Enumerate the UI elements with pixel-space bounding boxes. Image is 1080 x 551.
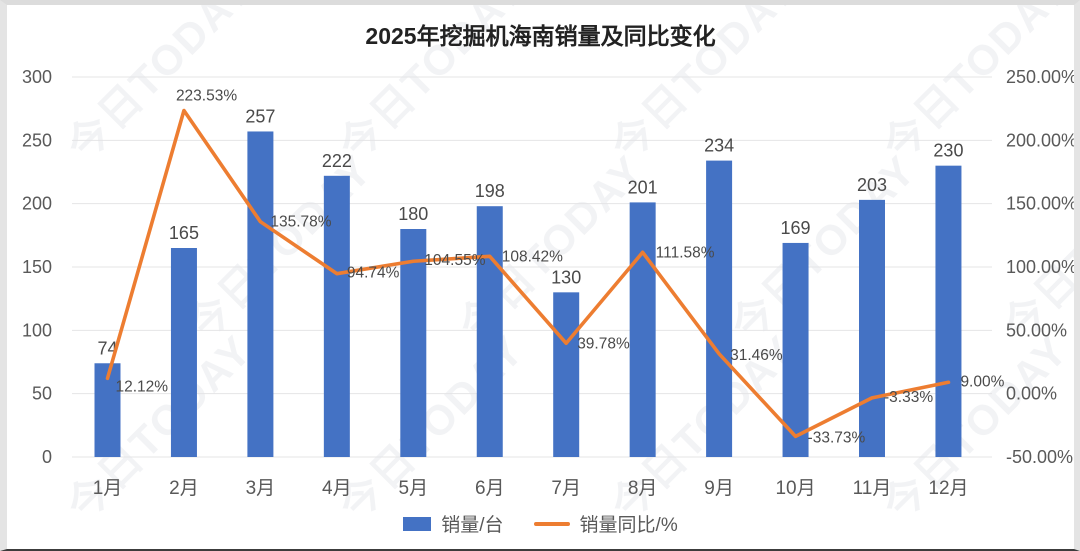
left-axis-tick: 0 [42,447,52,467]
x-axis-label: 3月 [246,478,276,499]
line-value-label: 223.53% [176,88,237,105]
x-axis-label: 8月 [628,478,658,499]
left-axis-tick: 300 [22,67,52,87]
left-axis-tick: 200 [22,194,52,214]
line-value-label: 39.78% [577,335,630,352]
bar-value-label: 257 [245,106,275,126]
sales-bar [553,292,580,457]
line-value-label: 9.00% [960,373,1004,390]
line-value-label: 108.42% [502,248,563,265]
x-axis-label: 11月 [853,478,892,499]
line-value-label: 104.55% [424,252,485,269]
legend-bar-label: 销量/台 [441,515,504,536]
line-value-label: -3.33% [884,389,933,406]
x-axis-label: 9月 [704,478,734,499]
right-axis-tick: 250.00% [1006,67,1077,87]
bar-value-label: 180 [398,204,428,224]
bar-value-label: 222 [322,151,352,171]
right-axis-tick: 0.00% [1006,384,1057,404]
bar-value-label: 201 [628,177,658,197]
x-axis-label: 5月 [399,478,429,499]
sales-bar [323,175,350,458]
legend-line-label: 销量同比/% [579,515,678,536]
left-axis-tick: 250 [22,130,52,150]
sales-bar [859,199,885,457]
sales-bar [629,202,656,457]
right-axis-tick: 50.00% [1006,320,1067,340]
chart-title: 2025年挖掘机海南销量及同比变化 [365,23,716,49]
yoy-line [105,108,951,439]
sales-bar [476,206,503,457]
right-axis-tick: 200.00% [1006,130,1077,150]
left-axis-tick: 150 [22,257,52,277]
line-value-label: 12.12% [116,378,169,395]
sales-bar [706,160,733,457]
sales-bar [170,248,197,457]
sales-bar [782,242,809,457]
bar-value-label: 74 [97,338,117,358]
x-axis-label: 4月 [322,478,352,499]
line-value-label: -33.73% [808,429,866,446]
sales-bar [935,165,962,457]
sales-bar [400,229,427,457]
right-axis-tick: -50.00% [1006,447,1073,467]
bar-value-label: 165 [169,223,199,243]
bar-value-label: 198 [475,181,505,201]
left-axis-tick: 100 [22,320,52,340]
x-axis-label: 12月 [928,478,968,499]
bar-value-label: 234 [704,136,734,156]
line-value-label: 94.74% [347,265,400,282]
bar-value-label: 230 [933,141,963,161]
bar-value-label: 130 [551,267,581,287]
x-axis-label: 1月 [93,478,123,499]
line-value-label: 111.58% [656,244,715,261]
sales-bar [247,131,274,457]
legend-line-swatch-icon [533,521,570,526]
x-axis-label: 10月 [775,478,815,499]
legend-bar-swatch-icon [403,516,432,531]
x-axis-label: 7月 [551,478,581,499]
bar-value-label: 169 [781,218,811,238]
right-axis-tick: 100.00% [1006,257,1077,277]
bar-value-label: 203 [857,175,887,195]
line-value-label: 135.78% [270,214,331,231]
chart-plot-area: 0 50 100 150 200 250 300 -50.00% 0.00% 50.00% 100.… [22,67,1077,499]
legend: 销量/台 销量同比/% [7,510,1074,537]
x-axis-label: 6月 [475,478,505,499]
left-axis-tick: 50 [32,384,52,404]
line-value-label: 31.46% [730,347,783,364]
x-axis-label: 2月 [169,478,199,499]
right-axis-tick: 150.00% [1006,194,1077,214]
